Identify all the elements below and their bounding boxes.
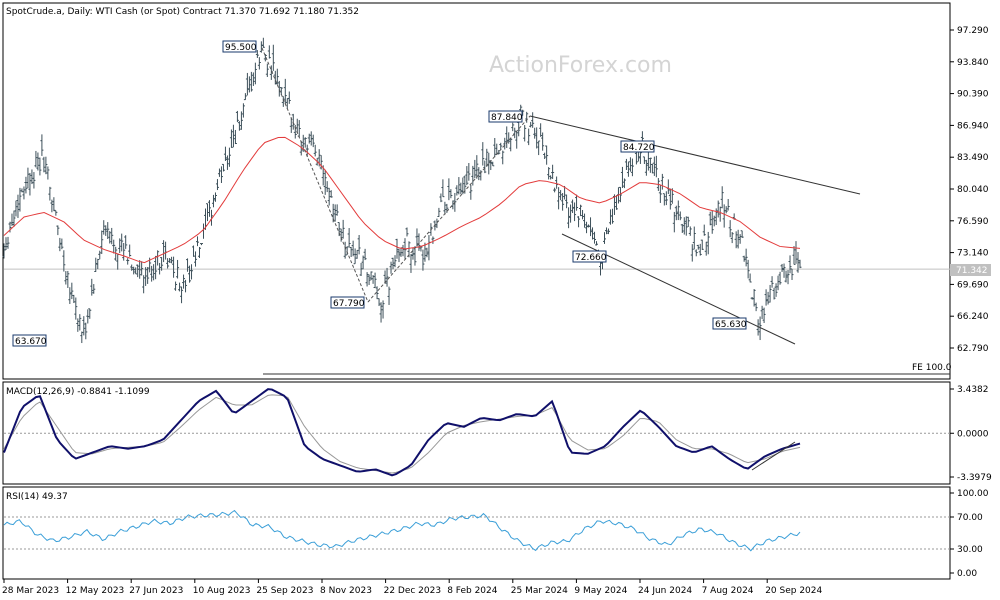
watermark: ActionForex.com: [489, 53, 672, 78]
rsi-y-tick-label: 100.00: [957, 489, 989, 499]
rsi-header: RSI(14) 49.37: [6, 492, 68, 502]
x-tick-label: 25 Mar 2024: [511, 586, 568, 596]
rsi-y-tick-label: 70.00: [957, 513, 983, 523]
moving-average-line: [3, 136, 801, 264]
dashed-leg-down: [261, 47, 369, 303]
annotation-box: [222, 40, 257, 53]
annotation-label: 65.630: [715, 320, 747, 330]
fe-label: FE 100.0: [912, 363, 952, 373]
x-tick-label: 8 Feb 2024: [447, 586, 498, 596]
macd-trendline: [751, 441, 796, 471]
dashed-leg-up: [367, 115, 531, 303]
annotation-label: 72.660: [575, 253, 607, 263]
price-y-tick-label: 69.690: [957, 280, 989, 290]
rsi-line: [3, 509, 950, 552]
x-tick-label: 28 Mar 2023: [2, 586, 59, 596]
x-tick-label: 22 Dec 2023: [384, 586, 442, 596]
rsi-y-tick-label: 0.00: [957, 569, 977, 579]
x-tick-label: 10 Aug 2023: [193, 586, 251, 596]
x-axis-ticks: 28 Mar 2023 12 May 2023 27 Jun 2023 10 Aug …: [2, 579, 823, 596]
price-y-tick-label: 62.790: [957, 344, 989, 354]
x-tick-label: 7 Aug 2024: [702, 586, 754, 596]
annotation-label: 63.670: [15, 337, 47, 347]
price-y-tick-label: 80.040: [957, 185, 989, 195]
annotation-label: 67.790: [333, 299, 365, 309]
macd-lines: [3, 388, 950, 477]
annotation-box: [572, 250, 607, 263]
current-price-box: [950, 264, 991, 276]
price-panel-frame: [2, 2, 951, 380]
price-header: SpotCrude.a, Daily: WTI Cash (or Spot) C…: [6, 7, 359, 17]
macd-y-tick-label: -3.3979: [957, 473, 992, 483]
price-y-tick-label: 93.840: [957, 58, 989, 68]
annotation-label: 95.500: [225, 43, 257, 53]
annotation-box: [330, 296, 365, 309]
macd-y-tick-label: 0.0000: [957, 429, 989, 439]
x-tick-label: 25 Sep 2023: [256, 586, 313, 596]
annotation-box: [712, 317, 747, 330]
annotation-label: 84.720: [623, 143, 655, 153]
price-overlay: 95.500 67.790 63.670 87.840 72.660 84.720 65.6…: [3, 40, 950, 375]
price-bars: [2, 37, 802, 344]
macd-y-tick-label: 3.4382: [957, 385, 989, 395]
price-y-tick-label: 90.390: [957, 90, 989, 100]
price-y-tick-label: 73.140: [957, 249, 989, 259]
x-tick-label: 12 May 2023: [66, 586, 125, 596]
upper-trendline: [529, 115, 861, 195]
price-y-tick-label: 66.240: [957, 312, 989, 322]
price-y-tick-label: 76.590: [957, 217, 989, 227]
price-y-tick-label: 86.940: [957, 121, 989, 131]
x-tick-label: 20 Sep 2024: [765, 586, 822, 596]
x-tick-label: 27 Jun 2023: [129, 586, 183, 596]
annotation-box: [12, 334, 47, 347]
x-tick-label: 8 Nov 2023: [320, 586, 372, 596]
macd-header: MACD(12,26,9) -0.8841 -1.1099: [6, 387, 150, 397]
macd-line: [3, 388, 801, 477]
annotation-label: 87.840: [491, 113, 523, 123]
price-y-tick-label: 97.290: [957, 26, 989, 36]
current-price-label: 71.342: [956, 266, 988, 276]
annotation-box: [620, 140, 655, 153]
rsi-y-tick-label: 30.00: [957, 545, 983, 555]
x-tick-label: 24 Jun 2024: [638, 586, 692, 596]
x-tick-label: 9 May 2024: [574, 586, 627, 596]
annotation-box: [488, 110, 523, 123]
y-axis-ticks: 97.290 93.840 90.390 86.940 83.490 80.040 76.5…: [950, 26, 992, 579]
rsi-line: [3, 509, 801, 552]
rsi-panel-frame: [2, 486, 951, 580]
price-y-tick-label: 83.490: [957, 153, 989, 163]
